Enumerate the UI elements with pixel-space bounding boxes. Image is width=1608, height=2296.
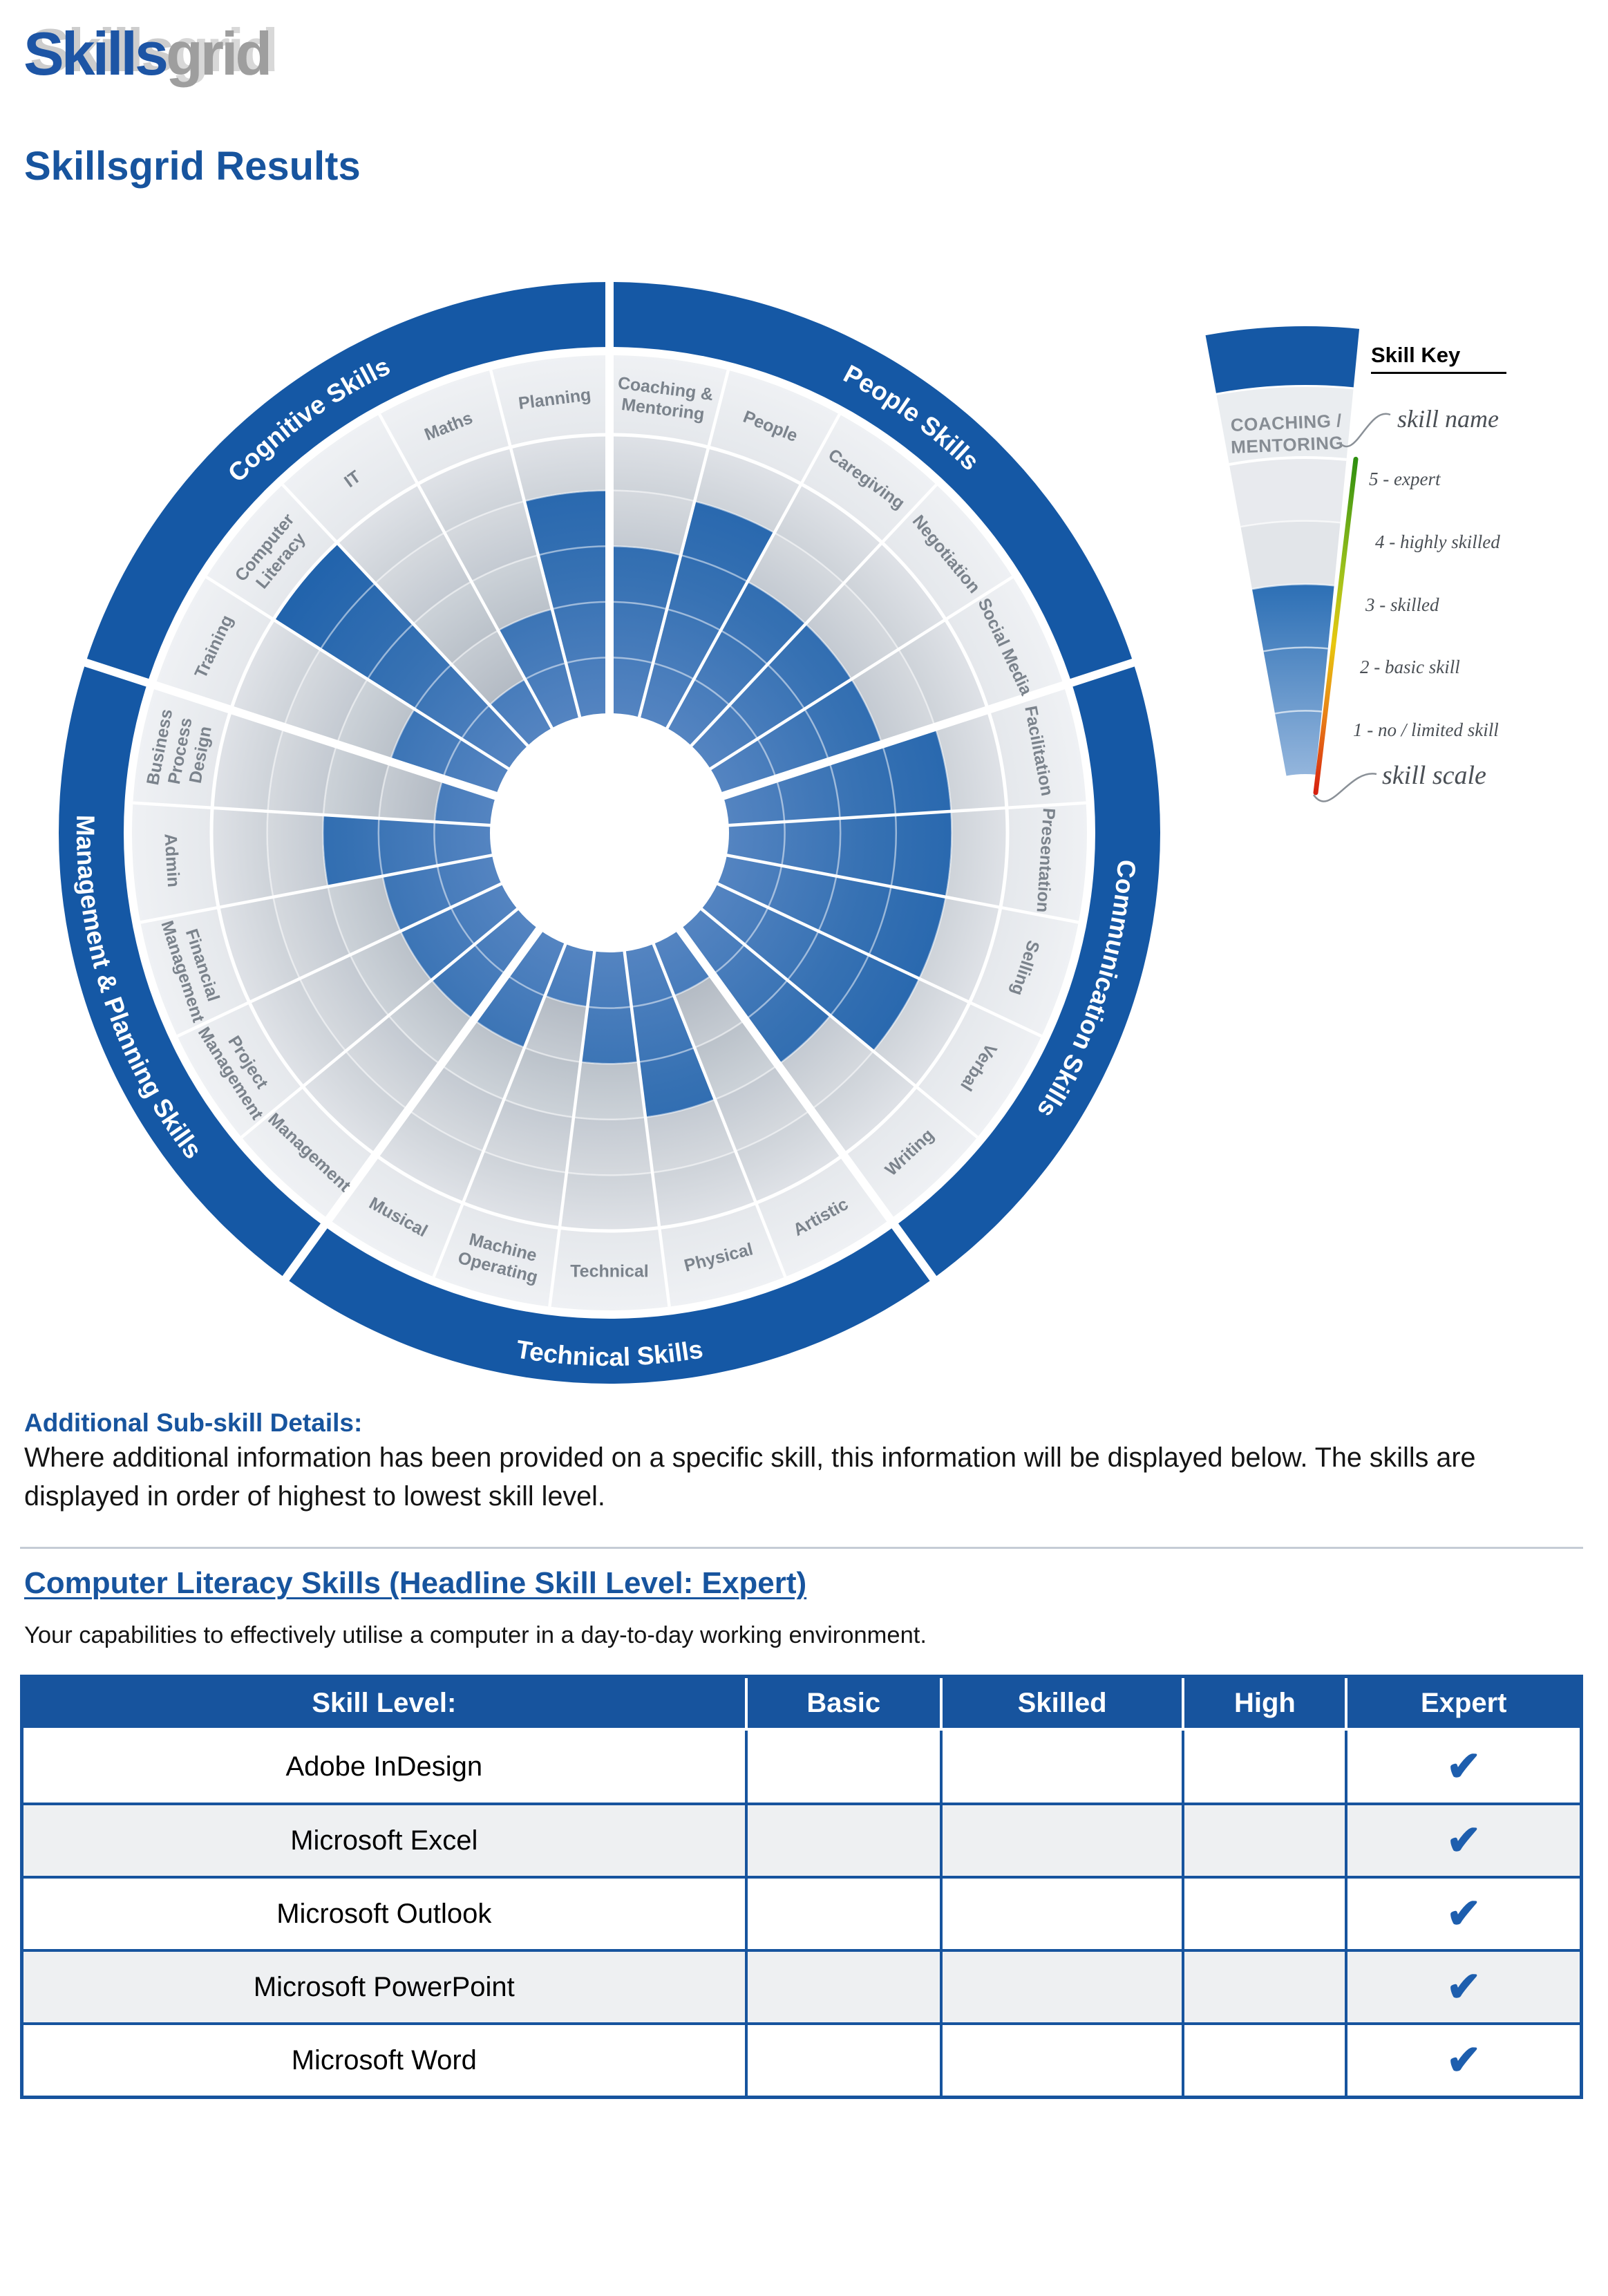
svg-text:MENTORING: MENTORING [1231,432,1344,458]
svg-text:COACHING /: COACHING / [1230,410,1342,435]
svg-text:Admin: Admin [160,833,183,887]
svg-text:Technical: Technical [570,1262,648,1281]
